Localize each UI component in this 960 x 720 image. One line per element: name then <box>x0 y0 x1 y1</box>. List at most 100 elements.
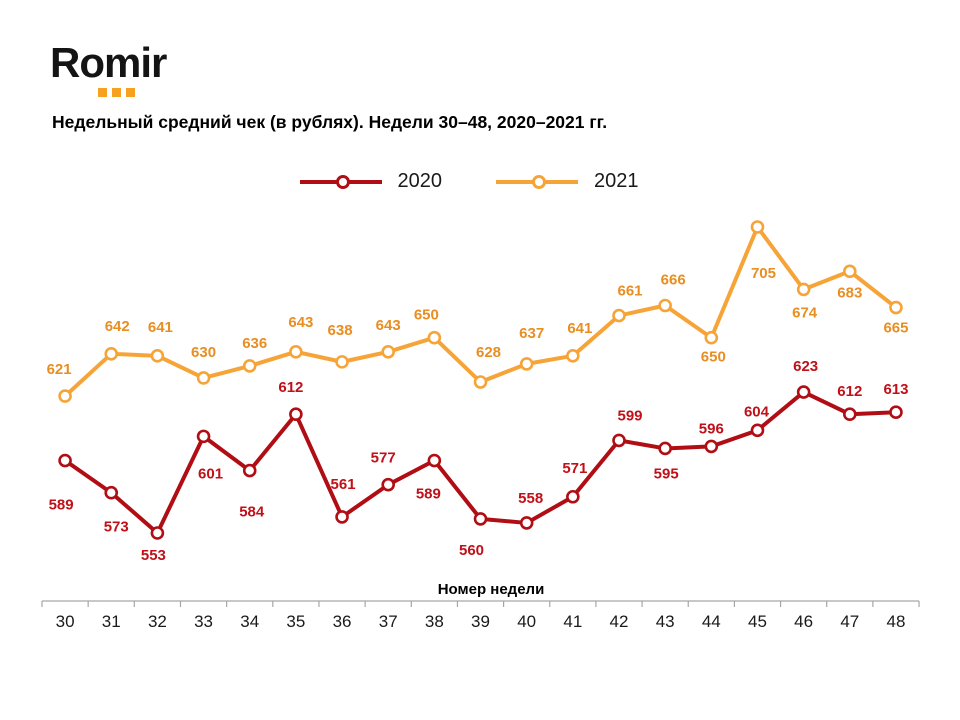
series-2021-value-label: 641 <box>567 320 592 337</box>
series-2020-value-label: 623 <box>793 358 818 375</box>
series-2021-value-label: 705 <box>751 265 776 282</box>
series-2021-value-label: 683 <box>837 284 862 301</box>
series-2021-point <box>566 349 580 363</box>
series-2020-value-label: 561 <box>331 476 356 493</box>
x-tick-label: 40 <box>517 612 536 631</box>
logo-dot <box>126 88 135 97</box>
series-2020-point <box>104 485 119 500</box>
x-tick-label: 35 <box>286 612 305 631</box>
x-tick-label: 43 <box>656 612 675 631</box>
x-tick-label: 38 <box>425 612 444 631</box>
series-2020-value-label: 573 <box>104 519 129 536</box>
series-2021-value-label: 630 <box>191 344 216 361</box>
x-tick-label: 34 <box>240 612 259 631</box>
x-tick-label: 48 <box>886 612 905 631</box>
series-2021-point <box>842 264 857 279</box>
x-tick-label: 31 <box>102 612 121 631</box>
x-tick-label: 37 <box>379 612 398 631</box>
series-2021-point <box>104 347 119 361</box>
series-2020-point <box>566 489 580 504</box>
series-2020-value-label: 601 <box>198 465 223 482</box>
series-2020-line <box>63 390 898 535</box>
series-2021-point <box>335 355 349 369</box>
series-2020-value-label: 604 <box>744 403 770 420</box>
series-2020-point <box>842 407 857 422</box>
series-2020-point <box>658 441 672 456</box>
series-2021-value-label: 637 <box>519 325 544 342</box>
x-axis-title: Номер недели <box>438 581 545 598</box>
legend-item-2021: 2021 <box>494 170 639 193</box>
legend-point-2020 <box>335 174 350 189</box>
x-tick-label: 36 <box>333 612 352 631</box>
series-2020-point <box>473 512 488 526</box>
series-2021-value-label: 643 <box>376 317 401 334</box>
series-2021-point <box>658 298 672 313</box>
logo-dot <box>112 88 121 97</box>
series-2021-point <box>196 371 211 385</box>
series-2020-value-label: 558 <box>518 490 543 507</box>
series-2021-point <box>58 389 72 403</box>
romir-logo-dots <box>98 88 135 97</box>
series-2020-value-label: 571 <box>562 460 587 477</box>
series-2021-point <box>381 345 396 359</box>
chart-legend: 2020 2021 <box>0 170 948 193</box>
series-2021-point <box>796 282 811 297</box>
series-2021-value-label: 650 <box>701 349 726 366</box>
series-2020-point <box>612 433 626 448</box>
series-2020-point <box>58 453 72 468</box>
series-2020-value-label: 613 <box>883 381 908 398</box>
series-2020-value-label: 584 <box>239 504 265 521</box>
series-2021-point <box>750 220 765 234</box>
series-2020-point <box>242 463 257 478</box>
series-2020-point <box>750 423 765 438</box>
series-2020-value-label: 612 <box>837 383 862 400</box>
series-2020-value-label: 577 <box>371 450 396 467</box>
series-2021-value-label: 636 <box>242 335 267 352</box>
series-2021-point <box>889 300 903 315</box>
series-2021-value-label: 674 <box>792 304 818 321</box>
series-2021-value-label: 621 <box>47 361 72 378</box>
romir-logo-text: Romir <box>50 39 167 86</box>
x-tick-label: 44 <box>702 612 721 631</box>
series-2021-value-label: 666 <box>661 272 686 289</box>
series-2020-point <box>519 516 534 530</box>
romir-logo: Romir <box>50 39 167 97</box>
x-tick-label: 30 <box>56 612 75 631</box>
series-2021-point <box>704 330 719 345</box>
chart-title: Недельный средний чек (в рублях). Недели… <box>52 112 608 132</box>
series-2020-value-label: 596 <box>699 420 724 437</box>
series-2021-value-label: 665 <box>883 320 908 337</box>
series-2021-value-label: 641 <box>148 319 173 336</box>
series-2020-value-label: 553 <box>141 547 166 564</box>
x-tick-label: 41 <box>563 612 582 631</box>
logo-dot <box>98 88 107 97</box>
series-2021-value-label: 643 <box>288 314 313 331</box>
series-2020-value-label: 595 <box>654 465 679 482</box>
series-2020-value-label: 560 <box>459 542 484 559</box>
legend-point-2021 <box>532 174 546 189</box>
series-2021-value-label: 661 <box>617 283 642 300</box>
series-2021-line <box>63 224 898 399</box>
series-2020-point <box>381 477 396 492</box>
series-2020-point <box>289 407 303 422</box>
series-2021-value-label: 642 <box>105 318 130 335</box>
series-2020-value-label: 589 <box>416 486 441 503</box>
series-2020-point <box>796 385 811 399</box>
series-2020-value-label: 599 <box>617 407 642 424</box>
series-2021-point <box>612 308 626 323</box>
x-tick-label: 33 <box>194 612 213 631</box>
legend-item-2020: 2020 <box>298 170 443 193</box>
x-tick-label: 32 <box>148 612 167 631</box>
series-2020-point <box>427 453 442 468</box>
series-2021-point <box>427 330 442 345</box>
x-tick-label: 39 <box>471 612 490 631</box>
series-2020-point <box>335 510 349 524</box>
series-2021-value-label: 650 <box>414 307 439 324</box>
legend-marker-2021 <box>496 174 578 189</box>
series-2021-point <box>289 345 303 359</box>
series-2021-point <box>242 359 257 373</box>
series-2021-value-label: 628 <box>476 344 501 361</box>
x-tick-label: 47 <box>840 612 859 631</box>
legend-label-2020: 2020 <box>397 170 443 192</box>
